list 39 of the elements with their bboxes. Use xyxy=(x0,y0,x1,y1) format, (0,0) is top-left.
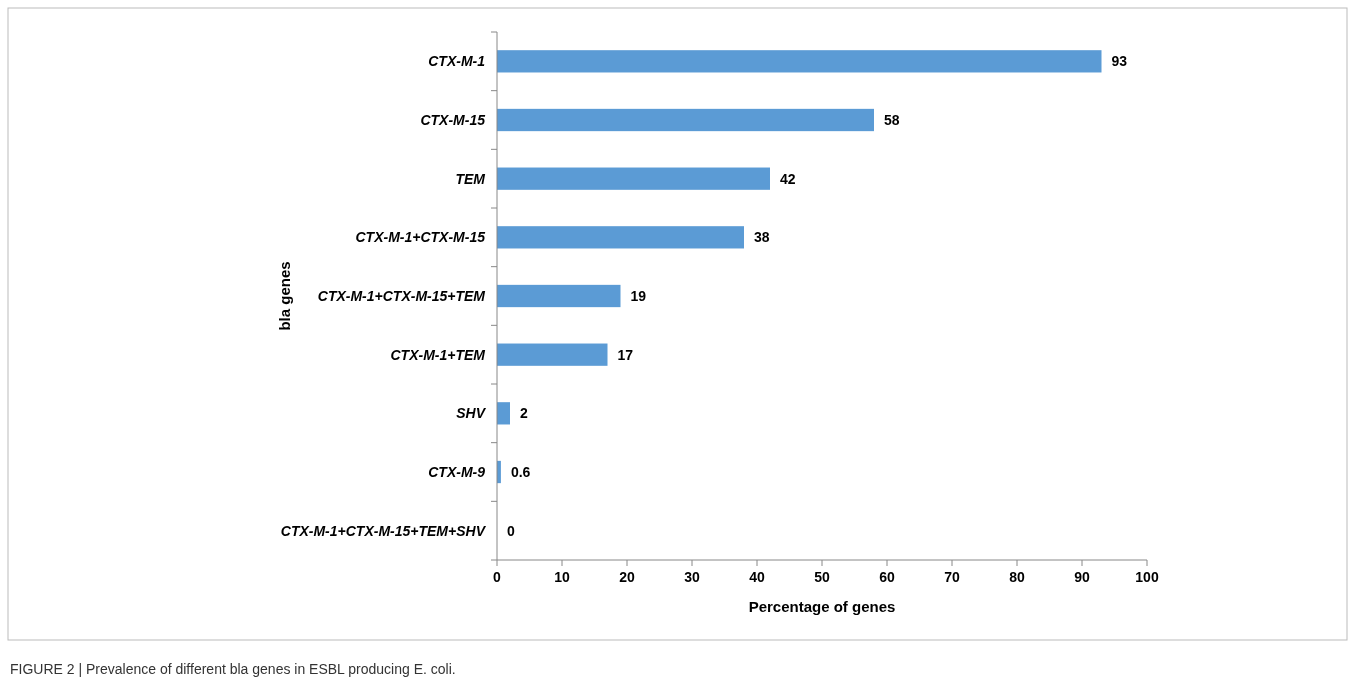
x-tick-label: 30 xyxy=(684,569,700,585)
data-label: 19 xyxy=(630,287,647,304)
y-tick-label: CTX-M-1 xyxy=(428,53,486,70)
x-tick-label: 80 xyxy=(1009,569,1025,585)
x-tick-label: 50 xyxy=(814,569,830,585)
bar xyxy=(497,167,770,190)
x-tick-label: 90 xyxy=(1074,569,1090,585)
x-tick-label: 0 xyxy=(493,569,502,585)
x-axis-title: Percentage of genes xyxy=(748,598,896,615)
data-label: 42 xyxy=(780,170,796,187)
bar xyxy=(497,226,744,249)
data-label: 17 xyxy=(617,346,634,363)
x-tick-label: 20 xyxy=(619,569,635,585)
bar xyxy=(497,284,621,308)
y-tick-label: TEM xyxy=(455,170,486,187)
data-label: 0 xyxy=(507,522,515,539)
bar xyxy=(497,108,874,132)
bar xyxy=(497,402,510,425)
x-tick-label: 70 xyxy=(944,569,960,585)
data-label: 38 xyxy=(754,229,770,246)
y-tick-label: CTX-M-1+CTX-M-15+TEM xyxy=(317,287,486,304)
y-tick-label: SHV xyxy=(456,405,487,422)
x-tick-label: 40 xyxy=(749,569,765,585)
x-tick-label: 10 xyxy=(554,569,570,585)
x-tick-label: 60 xyxy=(879,569,895,585)
y-axis-title: bla genes xyxy=(276,261,293,331)
bar xyxy=(497,343,608,366)
y-tick-label: CTX-M-1+CTX-M-15+TEM+SHV xyxy=(280,522,487,539)
y-tick-label: CTX-M-9 xyxy=(428,463,486,480)
x-tick-label: 100 xyxy=(1135,569,1159,585)
y-tick-label: CTX-M-1+TEM xyxy=(390,346,486,363)
bar xyxy=(497,50,1102,73)
y-tick-label: CTX-M-15 xyxy=(420,111,486,128)
data-label: 58 xyxy=(884,111,900,128)
data-label: 2 xyxy=(520,405,528,422)
data-label: 93 xyxy=(1111,53,1128,70)
data-label: 0.6 xyxy=(510,463,531,480)
y-tick-label: CTX-M-1+CTX-M-15 xyxy=(355,229,486,246)
caption: FIGURE 2 | Prevalence of different bla genes in ESBL producing E. coli. xyxy=(10,661,456,677)
